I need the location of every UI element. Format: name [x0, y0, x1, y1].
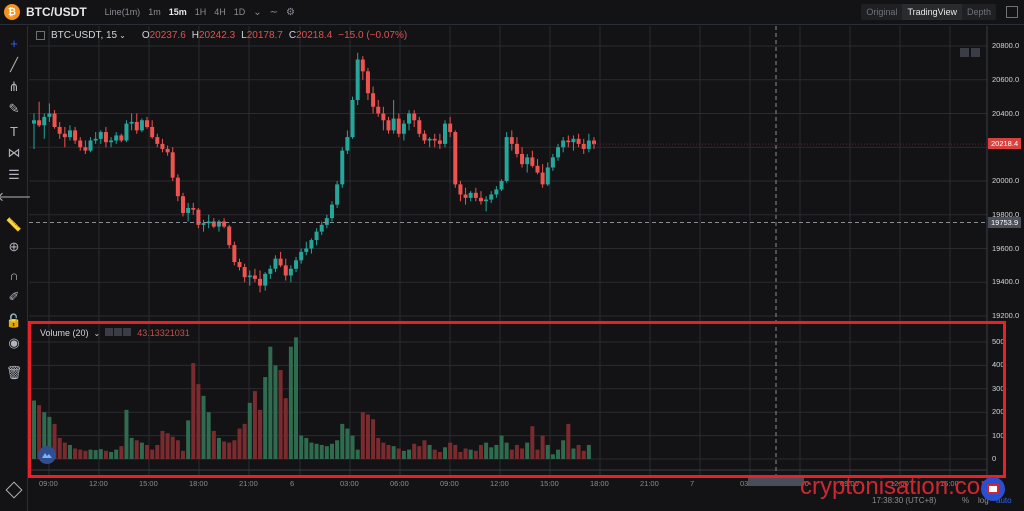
time-axis-label: 15:00 [940, 479, 959, 488]
current-price-tag: 20218.4 [988, 138, 1022, 150]
time-axis-label: 15:00 [139, 479, 158, 488]
time-axis-label: 12:00 [890, 479, 909, 488]
chevron-down-icon[interactable]: ⌄ [119, 31, 126, 40]
time-axis-label: 12:00 [490, 479, 509, 488]
high-label: H [191, 30, 199, 41]
view-switcher: Original TradingView Depth [861, 4, 996, 20]
chevron-down-icon[interactable]: ⌄ [93, 328, 101, 338]
time-axis-label: 03:00 [340, 479, 359, 488]
volume-axis-label: 500 [992, 337, 1005, 346]
trendline-icon[interactable]: ╱ [10, 57, 18, 72]
close-label: C [288, 30, 297, 41]
crosshair-price-tag: 19753.9 [988, 216, 1022, 228]
low-label: L [241, 30, 247, 41]
open-value: 20237.6 [149, 30, 186, 41]
view-tab-depth[interactable]: Depth [966, 7, 991, 17]
watermark-logo-icon [981, 477, 1005, 501]
interval-1m[interactable]: 1m [148, 7, 161, 17]
price-axis-label: 19200.0 [992, 311, 1020, 320]
time-axis-label: 15:00 [540, 479, 559, 488]
collapse-legend-icon[interactable] [36, 31, 45, 40]
cloud-icon[interactable] [38, 446, 56, 464]
watermark-text: cryptonisation.com [800, 473, 1001, 500]
price-axis-label: 20800.0 [992, 41, 1020, 50]
fullscreen-icon[interactable] [1006, 6, 1018, 18]
interval-line1m[interactable]: Line(1m) [104, 7, 141, 17]
crosshair-time-tag [748, 477, 804, 486]
view-tab-tradingview[interactable]: TradingView [902, 4, 962, 20]
price-axis-label: 20000.0 [992, 176, 1020, 185]
interval-selector: Line(1m) 1m 15m 1H 4H 1D ⌄ ∼ ⚙ [105, 7, 295, 18]
more-intervals-chevron-icon[interactable]: ⌄ [253, 6, 262, 18]
time-axis-label: 18:00 [590, 479, 609, 488]
volume-label[interactable]: Volume (20) [40, 328, 89, 338]
bitcoin-logo-icon: ₿ [4, 4, 20, 20]
ohlc-legend: BTC-USDT, 15 ⌄ O20237.6 H20242.3 L20178.… [36, 30, 407, 41]
unlock-icon[interactable]: 🔓 [5, 313, 23, 328]
time-axis-label: 09:00 [39, 479, 58, 488]
pattern-icon[interactable]: ⋈ [7, 145, 21, 160]
time-axis-label: 21:00 [239, 479, 258, 488]
time-axis-label: 12:00 [89, 479, 108, 488]
low-value: 20178.7 [246, 30, 283, 41]
volume-axis-label: 0 [992, 454, 997, 463]
settings-icon[interactable]: ⚙ [286, 6, 296, 18]
brush-icon[interactable]: ✎ [8, 101, 20, 116]
time-axis-label: 09:00 [840, 479, 859, 488]
text-icon[interactable]: T [10, 123, 18, 139]
volume-value: 43.13321031 [137, 328, 190, 338]
pane-down-icon[interactable] [960, 48, 969, 57]
interval-1h[interactable]: 1H [194, 7, 207, 17]
eye-icon[interactable]: ◉ [8, 335, 20, 350]
percent-toggle[interactable]: % [962, 496, 970, 505]
close-value: 20218.4 [296, 30, 333, 41]
time-axis-label: 6 [290, 479, 295, 488]
time-axis-label: 09:00 [440, 479, 459, 488]
settings-icon[interactable] [114, 328, 123, 336]
price-axis-label: 19800.0 [992, 209, 1020, 219]
time-axis-label: 06:00 [390, 479, 409, 488]
volume-legend: Volume (20) ⌄ 43.13321031 [40, 328, 190, 338]
interval-15m[interactable]: 15m [168, 7, 187, 17]
crosshair-icon[interactable]: + [10, 35, 18, 51]
close-icon[interactable] [123, 328, 132, 336]
interval-1d[interactable]: 1D [233, 7, 246, 17]
pitchfork-icon[interactable]: ⋔ [8, 79, 20, 94]
magnet-icon[interactable]: ∩ [9, 267, 19, 283]
pane-controls [960, 48, 980, 57]
price-axis-label: 19400.0 [992, 277, 1020, 287]
hide-icon[interactable] [105, 328, 114, 336]
open-label: O [141, 30, 150, 41]
pair-title[interactable]: BTC/USDT [26, 5, 87, 19]
pane-maximize-icon[interactable] [971, 48, 980, 57]
auto-toggle[interactable]: auto [996, 496, 1012, 505]
symbol-label[interactable]: BTC-USDT, 15 [51, 30, 118, 41]
time-axis-label: 18:00 [189, 479, 208, 488]
indicators-icon[interactable]: ∼ [269, 6, 279, 18]
trash-icon[interactable]: 🗑 [5, 365, 23, 380]
change-value: −15.0 (−0.07%) [338, 30, 408, 41]
view-tab-original[interactable]: Original [866, 7, 898, 17]
price-axis-label: 19600.0 [992, 243, 1020, 253]
time-axis-label: 21:00 [640, 479, 659, 488]
clock-label: 17:38:30 (UTC+8) [872, 496, 937, 505]
time-axis-label: 7 [690, 479, 695, 488]
log-toggle[interactable]: log [978, 496, 989, 505]
fib-icon[interactable]: ☰ [8, 167, 20, 182]
top-toolbar: ₿ BTC/USDT Line(1m) 1m 15m 1H 4H 1D ⌄ ∼ ⚙ Origin… [0, 0, 1024, 25]
drawing-toolbar: + ╱ ⋔ ✎ T ⋈ ☰ 🡐 📏 ⊕ ∩ ✐ 🔓 ◉ 🗑 [0, 26, 31, 511]
ruler-icon[interactable]: 📏 [5, 217, 23, 232]
volume-axis-label: 400 [992, 360, 1005, 370]
high-value: 20242.3 [199, 30, 236, 41]
volume-axis-label: 100 [992, 430, 1005, 440]
price-axis-label: 20600.0 [992, 74, 1020, 84]
volume-axis-label: 200 [992, 407, 1005, 417]
lock-pencil-icon[interactable]: ✐ [8, 289, 20, 304]
zoom-in-icon[interactable]: ⊕ [8, 239, 20, 254]
interval-4h[interactable]: 4H [214, 7, 226, 17]
volume-axis-label: 300 [992, 383, 1005, 393]
price-axis-label: 20400.0 [992, 108, 1020, 118]
